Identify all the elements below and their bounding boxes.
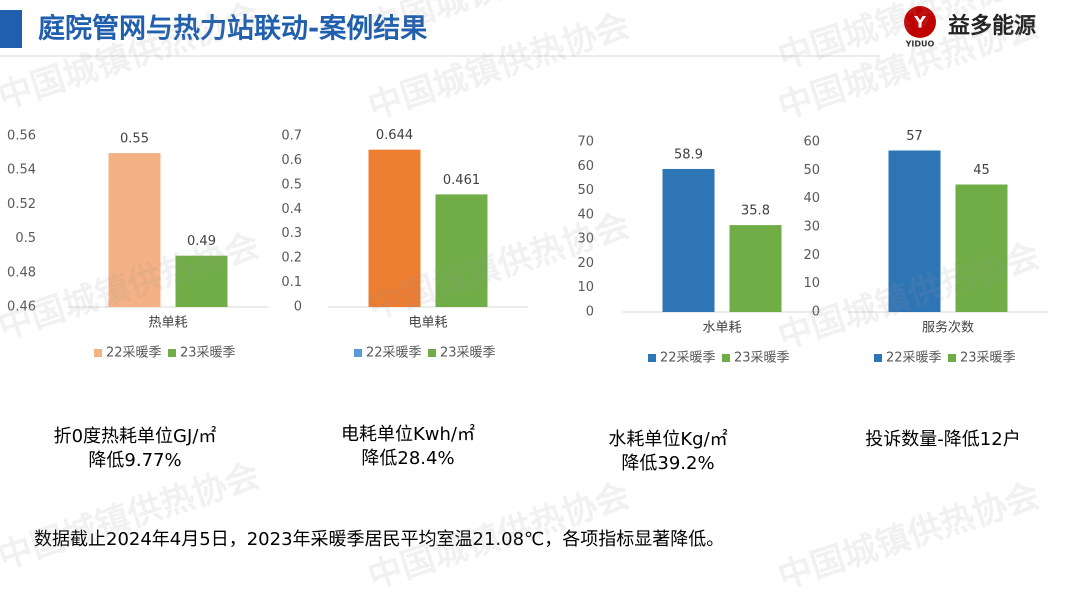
- bar: [729, 225, 782, 312]
- y-tick-label: 30: [577, 232, 594, 247]
- caption: 投诉数量-降低12户: [865, 429, 1020, 450]
- bar: [175, 255, 228, 307]
- y-tick-label: 0.7: [281, 129, 302, 144]
- y-tick-label: 0.1: [281, 275, 302, 290]
- data-label: 0.49: [187, 234, 216, 249]
- data-label: 35.8: [741, 204, 770, 219]
- caption: 降低28.4%: [361, 448, 454, 469]
- y-tick-label: 0.48: [7, 265, 36, 280]
- bar: [888, 150, 941, 312]
- legend-label: 22采暖季: [886, 351, 942, 366]
- legend-label: 23采暖季: [960, 351, 1016, 366]
- legend-label: 23采暖季: [440, 346, 496, 361]
- logo-letter: Y: [913, 13, 926, 32]
- y-tick-label: 0.6: [281, 153, 302, 168]
- logo-text: YIDUO: [905, 40, 935, 49]
- y-tick-label: 60: [577, 159, 594, 174]
- data-label: 0.461: [443, 173, 480, 188]
- bar: [662, 168, 715, 312]
- y-tick-label: 70: [577, 135, 594, 150]
- logo: Y YIDUO 益多能源: [904, 6, 1036, 49]
- brand-name: 益多能源: [948, 13, 1036, 39]
- y-tick-label: 0.4: [281, 202, 302, 217]
- watermark: 中国城镇供热协会: [0, 455, 264, 577]
- y-tick-label: 0.5: [15, 231, 36, 246]
- legend-swatch: [428, 349, 436, 357]
- y-tick-label: 0: [586, 305, 594, 320]
- slide-title: 庭院管网与热力站联动-案例结果: [38, 13, 427, 45]
- x-tick-label: 热单耗: [148, 316, 187, 331]
- y-tick-label: 0: [294, 300, 302, 315]
- legend-label: 22采暖季: [106, 346, 162, 361]
- logo-mark: [904, 6, 936, 38]
- y-tick-label: 0.56: [7, 129, 36, 144]
- data-label: 58.9: [674, 147, 703, 162]
- data-label: 0.55: [120, 132, 149, 147]
- caption: 折0度热耗单位GJ/㎡: [54, 425, 217, 447]
- y-tick-label: 10: [577, 280, 594, 295]
- legend-label: 23采暖季: [734, 351, 790, 366]
- caption: 电耗单位Kwh/㎡: [341, 423, 475, 445]
- y-tick-label: 20: [803, 248, 820, 263]
- data-label: 0.644: [376, 128, 413, 143]
- legend-label: 23采暖季: [180, 346, 236, 361]
- title-accent: [0, 10, 22, 48]
- bar: [435, 194, 488, 307]
- legend-label: 22采暖季: [660, 351, 716, 366]
- y-tick-label: 0.54: [7, 163, 36, 178]
- caption: 降低39.2%: [621, 453, 714, 474]
- y-tick-label: 40: [803, 191, 820, 206]
- caption: 降低9.77%: [88, 450, 181, 471]
- watermark: 中国城镇供热协会: [773, 475, 1044, 597]
- y-tick-label: 0.2: [281, 251, 302, 266]
- y-tick-label: 50: [577, 183, 594, 198]
- y-tick-label: 40: [577, 207, 594, 222]
- y-tick-label: 0: [812, 305, 820, 320]
- legend-label: 22采暖季: [366, 346, 422, 361]
- legend-swatch: [648, 354, 656, 362]
- y-tick-label: 0.3: [281, 226, 302, 241]
- bar: [368, 149, 421, 307]
- legend-swatch: [168, 349, 176, 357]
- y-tick-label: 50: [803, 163, 820, 178]
- y-tick-label: 0.52: [7, 197, 36, 212]
- legend-swatch: [354, 349, 362, 357]
- bar: [108, 153, 161, 307]
- y-tick-label: 10: [803, 276, 820, 291]
- bar: [955, 184, 1008, 312]
- y-tick-label: 30: [803, 220, 820, 235]
- legend-swatch: [94, 349, 102, 357]
- x-tick-label: 服务次数: [922, 320, 974, 336]
- x-tick-label: 电单耗: [408, 316, 447, 331]
- legend-swatch: [874, 354, 882, 362]
- footnote: 数据截止2024年4月5日，2023年采暖季居民平均室温21.08℃，各项指标显…: [34, 529, 724, 550]
- caption: 水耗单位Kg/㎡: [608, 428, 727, 450]
- x-tick-label: 水单耗: [702, 321, 741, 336]
- data-label: 57: [906, 129, 923, 144]
- legend-swatch: [722, 354, 730, 362]
- data-label: 45: [973, 163, 990, 178]
- legend-swatch: [948, 354, 956, 362]
- y-tick-label: 20: [577, 256, 594, 271]
- y-tick-label: 0.5: [281, 177, 302, 192]
- y-tick-label: 60: [803, 135, 820, 150]
- y-tick-label: 0.46: [7, 300, 36, 315]
